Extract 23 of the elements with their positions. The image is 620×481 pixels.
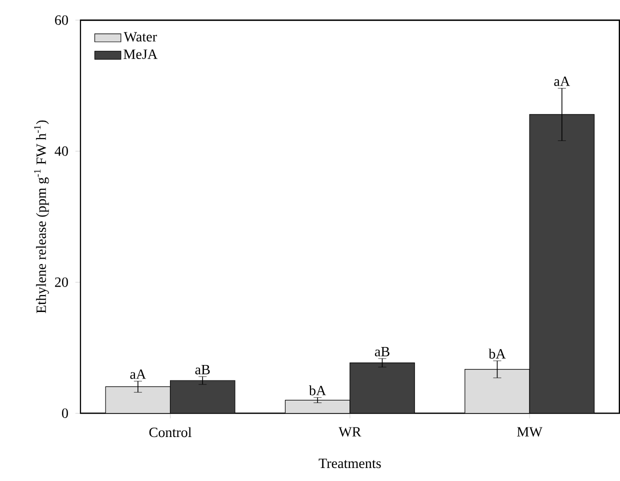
data-label: bA <box>488 348 506 359</box>
bar <box>529 114 595 414</box>
y-tick-label: 60 <box>55 16 68 26</box>
x-axis-title: Treatments <box>318 458 381 468</box>
x-tick-label: Control <box>149 427 192 438</box>
bar <box>170 380 236 414</box>
bar <box>105 386 171 414</box>
bar <box>285 400 350 414</box>
bar <box>464 369 530 414</box>
data-label: bA <box>308 386 326 396</box>
data-label: aA <box>554 76 570 86</box>
data-label: aB <box>195 365 210 375</box>
y-tick-label: 40 <box>54 146 68 156</box>
data-label: aB <box>374 347 390 357</box>
bar <box>350 362 415 414</box>
y-tick-label: 20 <box>55 278 68 288</box>
data-label: aA <box>130 370 146 380</box>
legend-label: MeJA <box>124 50 158 60</box>
x-tick-label: MW <box>517 427 542 437</box>
y-axis-title: Ethylene release (ppm g$^{-1}$ FW h$^{-1}$) <box>34 120 49 314</box>
y-tick-label: 0 <box>62 408 68 418</box>
legend-label: Water <box>124 32 157 42</box>
x-tick-label: WR <box>338 427 362 437</box>
